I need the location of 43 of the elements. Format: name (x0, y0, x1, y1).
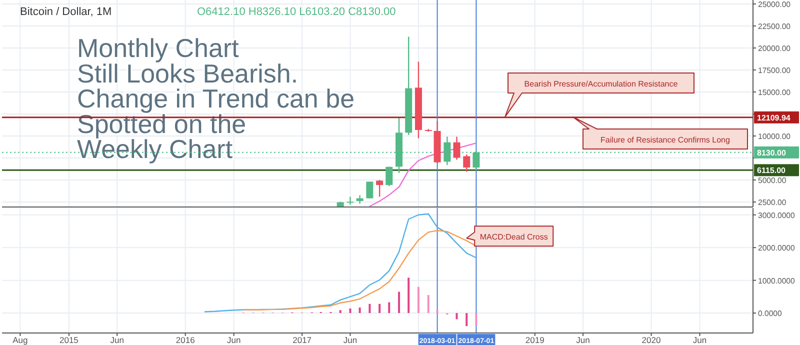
x-tick-label: 2016 (176, 335, 196, 345)
annotation: MACD:Dead Cross (480, 232, 548, 242)
text: O6412.10 H8326.10 L6103.20 C8130.00 (197, 6, 396, 18)
bar (388, 302, 390, 314)
candlestick (346, 196, 354, 206)
bar (378, 304, 381, 314)
bar (436, 310, 438, 314)
x-tick-label: 2020 (642, 335, 661, 345)
x-tick-label: Jun (343, 335, 358, 345)
x-tick-label: 2017 (292, 335, 312, 345)
ref-line-label: 12109.94 (757, 113, 791, 122)
x-tick-label: Jun (226, 335, 241, 345)
candlestick (376, 179, 384, 198)
bar (456, 313, 458, 320)
annotation: Failure of Resistance Confirms Long (600, 136, 730, 144)
bar (339, 310, 342, 314)
bar (427, 295, 430, 314)
bar (358, 307, 361, 314)
bar (408, 278, 410, 314)
x-tick-label: Jun (110, 335, 124, 345)
x-tick-label: Jun (576, 335, 590, 345)
x-tick-label: 2015 (60, 335, 79, 345)
bar (368, 304, 371, 314)
candlestick (463, 154, 470, 172)
line-series (369, 142, 477, 207)
bar (398, 292, 400, 314)
annotation: Bearish Pressure/Accumulation Resistance (524, 80, 678, 88)
candlestick (386, 166, 393, 187)
bar (466, 313, 468, 326)
line-series (204, 213, 477, 312)
text: Bitcoin / Dollar, 1M (20, 6, 112, 18)
candlestick (366, 181, 374, 200)
candlestick (453, 136, 460, 160)
line-series (242, 230, 477, 310)
annotation: Monthly Chart Still Looks Bearish. Change in Trend can be Spotted on the Weekly Chart (77, 33, 355, 164)
bar (349, 308, 352, 314)
x-tick-label: Jun (692, 335, 707, 345)
x-tick-label: Aug (12, 335, 28, 345)
bar (475, 313, 478, 326)
bar (417, 286, 420, 314)
ref-line-label: 6115.00 (757, 166, 786, 176)
x-tick-label: 2019 (525, 335, 545, 345)
ref-line-label: 8130.00 (757, 148, 786, 158)
